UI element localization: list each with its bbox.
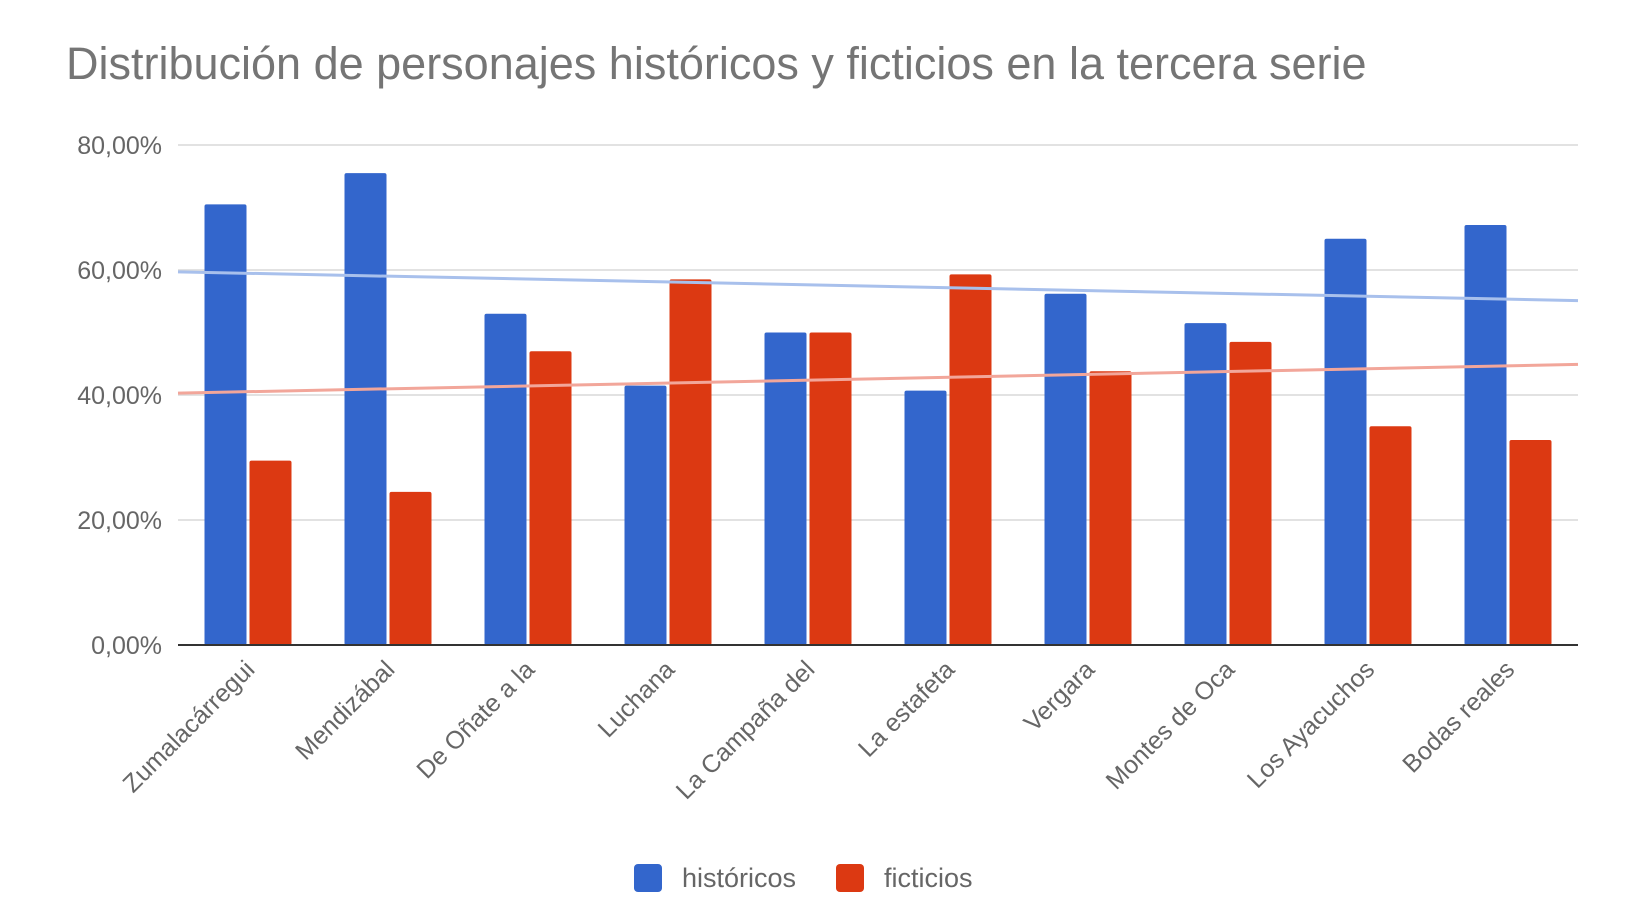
bar-ficticios [1369, 426, 1412, 645]
bar-historicos [904, 390, 947, 645]
bar-historicos [344, 173, 387, 645]
bar-ficticios [949, 274, 992, 645]
legend-label-ficticios: ficticios [884, 862, 973, 893]
bar-historicos [624, 385, 667, 645]
bar-historicos [1044, 293, 1087, 645]
bar-historicos [204, 204, 247, 645]
legend-swatch-historicos [634, 864, 662, 892]
bars [204, 173, 1552, 645]
x-tick-label: Zumalacárregui [118, 655, 261, 798]
x-tick-label: La Campaña del [671, 655, 821, 805]
bar-ficticios [1089, 371, 1132, 645]
legend: históricos ficticios [634, 858, 973, 898]
y-tick-label: 60,00% [77, 257, 162, 285]
legend-swatch-ficticios [836, 864, 865, 892]
x-tick-label: Luchana [593, 655, 681, 743]
bar-historicos [1184, 323, 1227, 645]
bar-ficticios [389, 491, 432, 645]
y-tick-label: 80,00% [77, 132, 162, 160]
x-tick-label: La estafeta [853, 655, 960, 762]
gridlines [178, 144, 1578, 521]
trendline [177, 362, 1579, 395]
x-tick-label: Montes de Oca [1101, 655, 1241, 795]
y-tick-label: 20,00% [77, 507, 162, 535]
x-tick-label: Los Ayacuchos [1242, 655, 1380, 793]
bar-historicos [1324, 238, 1367, 645]
legend-label-historicos: históricos [682, 862, 797, 893]
bar-ficticios [809, 332, 852, 645]
bar-historicos [1464, 225, 1507, 645]
x-tick-label: Bodas reales [1397, 655, 1520, 778]
chart-title: Distribución de personajes históricos y … [66, 38, 1367, 89]
bar-ficticios [529, 351, 572, 645]
bar-ficticios [249, 460, 292, 645]
y-tick-label: 0,00% [91, 632, 162, 660]
x-tick-label: Vergara [1019, 655, 1101, 737]
bar-historicos [764, 332, 807, 645]
trendline [177, 270, 1579, 303]
bar-ficticios [669, 279, 712, 645]
bar-ficticios [1509, 440, 1552, 645]
x-tick-label: Mendizábal [290, 655, 400, 765]
x-tick-label: De Oñate a la [411, 655, 540, 784]
bar-ficticios [1229, 341, 1272, 645]
y-tick-label: 40,00% [77, 382, 162, 410]
trendlines [177, 270, 1579, 395]
bar-historicos [484, 313, 527, 645]
